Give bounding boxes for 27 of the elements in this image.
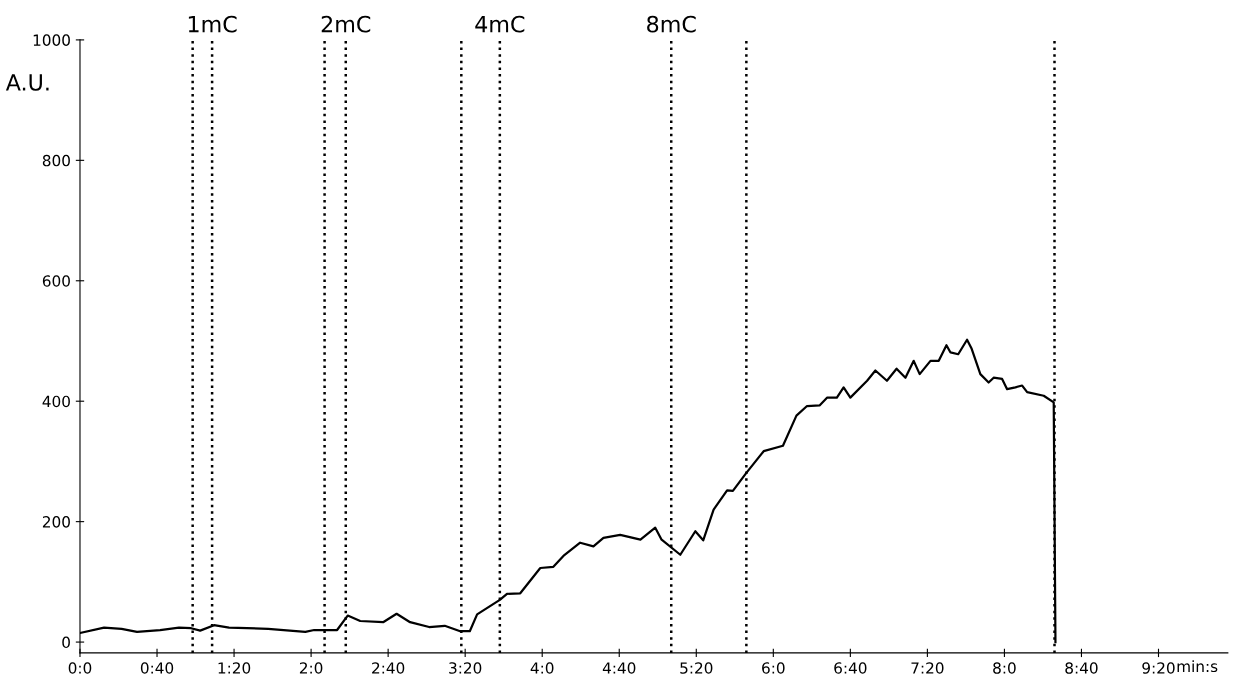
ref-line-label: 4mC [475, 15, 525, 33]
x-tick-label: 0:40 [140, 662, 174, 674]
x-axis-title: min:s [1177, 660, 1218, 673]
x-tick-label: 8:40 [1065, 662, 1098, 674]
x-tick-label: 5:20 [680, 662, 713, 674]
ref-line-label: 1mC [188, 15, 237, 33]
x-tick-label: 9:20 [1142, 662, 1175, 674]
x-tick-label: 1:20 [218, 662, 251, 674]
y-axis-title: A.U. [5, 74, 49, 91]
ref-line-label: 2mC [321, 15, 371, 33]
x-tick-label: 4:0 [530, 662, 554, 674]
x-tick-label: 2:0 [299, 662, 323, 674]
y-tick-label: 800 [42, 154, 70, 167]
x-tick-label: 4:40 [602, 662, 636, 674]
y-tick-label: 600 [42, 275, 70, 287]
y-tick-label: 0 [62, 636, 70, 649]
x-tick-label: 0:0 [68, 662, 92, 674]
y-tick-label: 200 [42, 516, 70, 528]
x-tick-label: 2:40 [372, 662, 405, 674]
y-tick-label: 1000 [33, 34, 70, 46]
x-tick-label: 3:20 [449, 662, 482, 674]
ref-line-label: 8mC [647, 15, 696, 33]
x-tick-label: 6:40 [834, 662, 867, 674]
x-tick-label: 8:0 [993, 662, 1016, 674]
x-tick-label: 6:0 [762, 662, 785, 674]
x-tick-label: 7:20 [911, 662, 944, 674]
y-tick-label: 400 [42, 395, 70, 408]
